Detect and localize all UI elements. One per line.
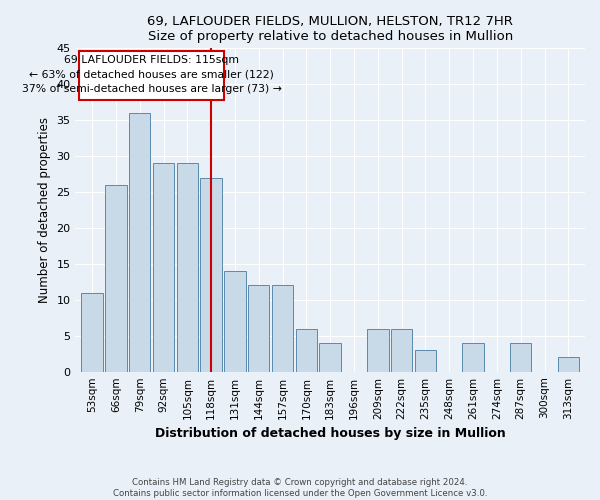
- Bar: [105, 185, 127, 372]
- Bar: [129, 113, 151, 372]
- Bar: [415, 350, 436, 372]
- Y-axis label: Number of detached properties: Number of detached properties: [38, 117, 51, 303]
- Bar: [510, 343, 532, 372]
- Bar: [82, 292, 103, 372]
- Bar: [463, 343, 484, 372]
- Bar: [248, 286, 269, 372]
- Bar: [367, 328, 389, 372]
- Bar: [296, 328, 317, 372]
- Bar: [391, 328, 412, 372]
- Bar: [153, 164, 174, 372]
- Text: 37% of semi-detached houses are larger (73) →: 37% of semi-detached houses are larger (…: [22, 84, 281, 94]
- Bar: [224, 271, 245, 372]
- Bar: [319, 343, 341, 372]
- Bar: [557, 358, 579, 372]
- Bar: [200, 178, 222, 372]
- Text: Contains HM Land Registry data © Crown copyright and database right 2024.
Contai: Contains HM Land Registry data © Crown c…: [113, 478, 487, 498]
- Bar: [272, 286, 293, 372]
- Text: ← 63% of detached houses are smaller (122): ← 63% of detached houses are smaller (12…: [29, 70, 274, 80]
- Title: 69, LAFLOUDER FIELDS, MULLION, HELSTON, TR12 7HR
Size of property relative to de: 69, LAFLOUDER FIELDS, MULLION, HELSTON, …: [147, 15, 513, 43]
- X-axis label: Distribution of detached houses by size in Mullion: Distribution of detached houses by size …: [155, 427, 506, 440]
- Text: 69 LAFLOUDER FIELDS: 115sqm: 69 LAFLOUDER FIELDS: 115sqm: [64, 55, 239, 65]
- FancyBboxPatch shape: [79, 51, 224, 100]
- Bar: [176, 164, 198, 372]
